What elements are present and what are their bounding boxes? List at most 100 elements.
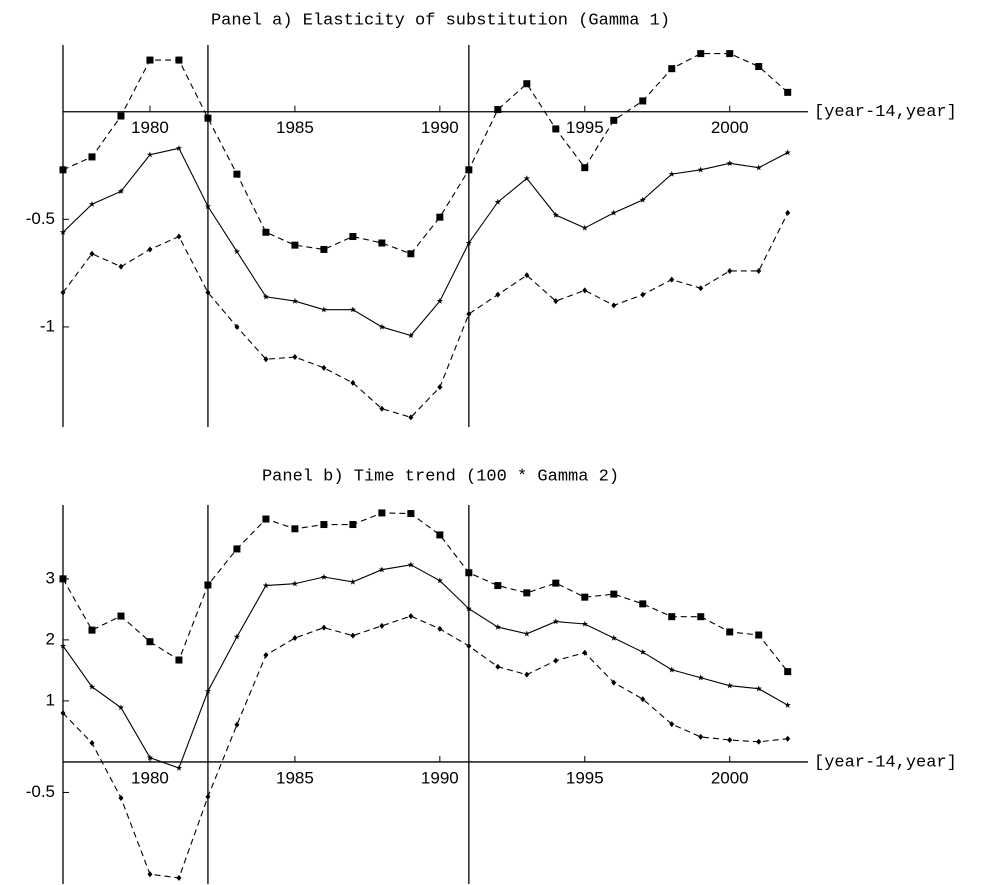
- marker: [437, 384, 443, 391]
- marker: [175, 56, 183, 64]
- series-line: [62, 147, 788, 337]
- marker: [117, 188, 125, 195]
- marker: [726, 50, 734, 58]
- marker: [233, 633, 241, 640]
- marker: [697, 613, 705, 621]
- marker: [494, 198, 501, 205]
- marker: [668, 613, 676, 621]
- marker: [60, 289, 66, 296]
- marker: [726, 160, 733, 167]
- x-tick-label: 1980: [131, 768, 169, 787]
- marker: [291, 580, 299, 587]
- marker: [697, 166, 704, 173]
- marker: [553, 657, 559, 664]
- marker: [465, 166, 473, 174]
- marker: [755, 63, 763, 71]
- marker: [320, 521, 328, 529]
- marker: [581, 620, 588, 627]
- marker: [552, 618, 559, 625]
- x-tick-label: 2000: [711, 118, 749, 137]
- marker: [321, 364, 327, 371]
- marker: [175, 656, 183, 664]
- marker: [118, 263, 124, 270]
- marker: [407, 561, 414, 568]
- marker: [146, 151, 154, 158]
- marker: [436, 213, 444, 221]
- marker: [262, 582, 270, 589]
- marker: [147, 871, 153, 878]
- marker: [582, 287, 588, 294]
- marker: [755, 164, 762, 171]
- marker: [755, 631, 763, 639]
- marker: [611, 302, 617, 309]
- marker: [378, 239, 386, 247]
- marker: [755, 685, 762, 692]
- y-tick-label: -0.5: [26, 209, 55, 228]
- marker: [204, 203, 212, 210]
- marker: [465, 569, 473, 577]
- series-line: [62, 564, 788, 769]
- marker: [234, 323, 240, 330]
- marker: [205, 793, 211, 800]
- marker: [233, 248, 241, 255]
- x-tick-label: 1990: [421, 768, 459, 787]
- marker: [204, 687, 212, 694]
- marker: [582, 649, 588, 656]
- marker: [697, 50, 705, 58]
- chart-title: Panel a) Elasticity of substitution (Gam…: [211, 11, 670, 30]
- marker: [407, 510, 415, 518]
- marker: [349, 521, 357, 529]
- marker: [639, 97, 647, 105]
- marker: [407, 250, 415, 258]
- marker: [495, 291, 501, 298]
- marker: [146, 638, 154, 646]
- marker: [291, 525, 299, 533]
- marker: [408, 414, 414, 421]
- marker: [494, 106, 502, 114]
- marker: [552, 579, 560, 587]
- marker: [698, 733, 704, 740]
- marker: [784, 701, 791, 708]
- marker: [552, 125, 560, 133]
- x-tick-label: 1995: [566, 768, 604, 787]
- marker: [610, 116, 618, 124]
- marker: [581, 164, 589, 172]
- marker: [292, 354, 298, 361]
- marker: [523, 175, 530, 182]
- marker: [320, 245, 328, 253]
- y-tick-label: 1: [46, 690, 55, 709]
- x-tick-label: 1985: [276, 118, 314, 137]
- marker: [697, 674, 704, 681]
- marker: [756, 738, 762, 745]
- y-tick-label: 3: [46, 568, 55, 587]
- marker: [89, 740, 95, 747]
- marker: [88, 626, 96, 634]
- x-axis-label: [year-14,year]: [814, 753, 957, 772]
- marker: [668, 170, 675, 177]
- marker: [727, 267, 733, 274]
- marker: [88, 200, 96, 207]
- x-tick-label: 1980: [131, 118, 169, 137]
- marker: [436, 577, 443, 584]
- marker: [465, 605, 472, 612]
- marker: [610, 590, 618, 598]
- marker: [523, 80, 531, 88]
- marker: [262, 515, 270, 523]
- marker: [784, 88, 792, 96]
- marker: [436, 297, 443, 304]
- marker: [378, 509, 386, 517]
- marker: [523, 589, 531, 597]
- marker: [553, 298, 559, 305]
- marker: [495, 663, 501, 670]
- marker: [524, 671, 530, 678]
- marker: [263, 356, 269, 363]
- marker: [263, 652, 269, 659]
- marker: [176, 233, 182, 240]
- marker: [581, 593, 589, 601]
- marker: [639, 196, 646, 203]
- x-axis-label: [year-14,year]: [814, 103, 957, 122]
- marker: [408, 613, 414, 620]
- marker: [320, 306, 328, 313]
- marker: [176, 874, 182, 881]
